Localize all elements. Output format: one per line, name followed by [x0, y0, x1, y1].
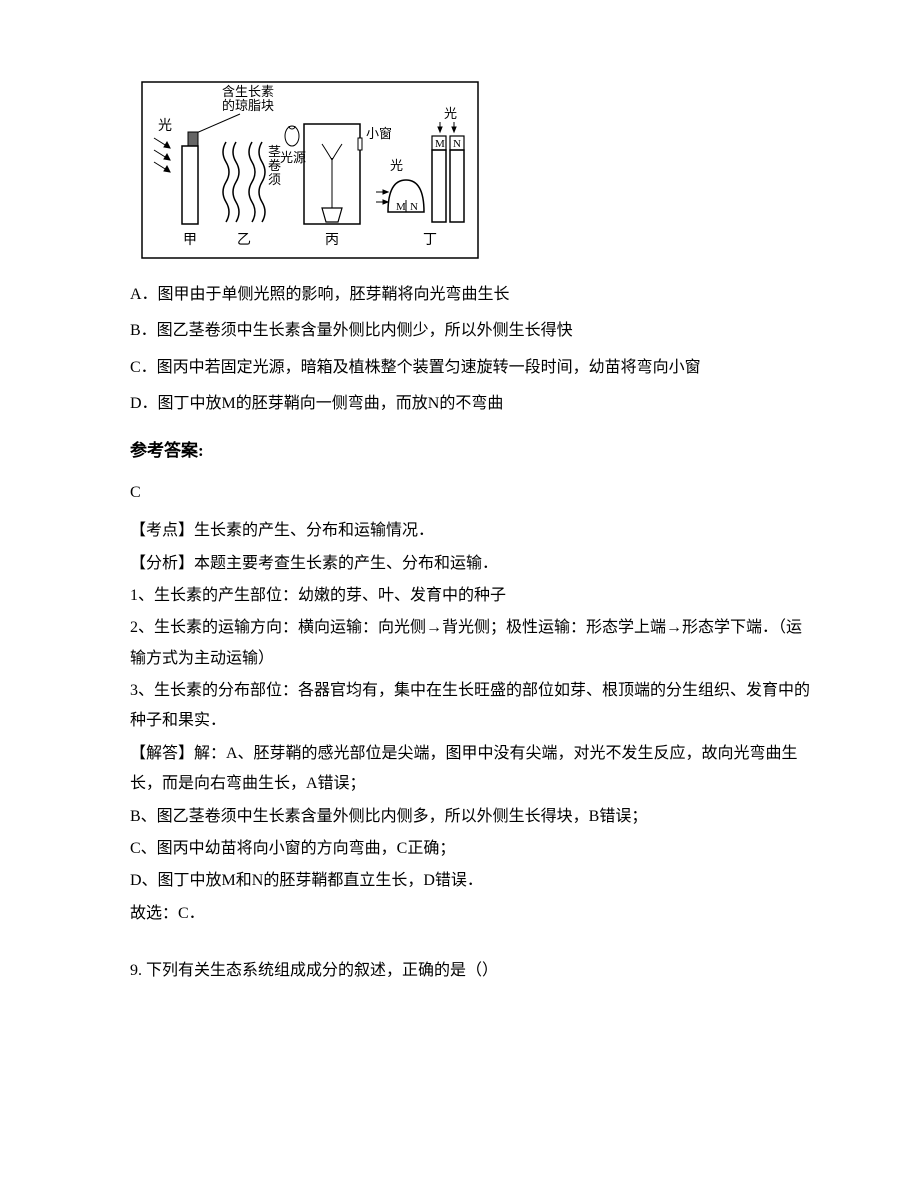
svg-text:M: M [435, 138, 445, 150]
svg-text:N: N [410, 201, 418, 213]
svg-text:光: 光 [158, 118, 172, 134]
question-9: 9. 下列有关生态系统组成成分的叙述，正确的是（） [130, 953, 810, 988]
option-c: C．图丙中若固定光源，暗箱及植株整个装置匀速旋转一段时间，幼苗将弯向小窗 [130, 353, 810, 383]
svg-text:光: 光 [444, 106, 457, 121]
svg-text:须: 须 [268, 172, 281, 187]
exp-kaodian: 【考点】生长素的产生、分布和运输情况． [130, 516, 810, 546]
answer-label: 参考答案: [130, 432, 810, 469]
option-a: A．图甲由于单侧光照的影响，胚芽鞘将向光弯曲生长 [130, 280, 810, 310]
answer-letter: C [130, 475, 810, 510]
svg-text:乙: 乙 [237, 232, 251, 248]
svg-text:M: M [396, 201, 406, 213]
exp-jieda-d: D、图丁中放M和N的胚芽鞘都直立生长，D错误． [130, 866, 810, 896]
exp-jieda-a: 【解答】解：A、胚芽鞘的感光部位是尖端，图甲中没有尖端，对光不发生反应，故向光弯… [130, 739, 810, 800]
svg-text:的琼脂块: 的琼脂块 [222, 98, 274, 113]
exp-p2: 2、生长素的运输方向：横向运输：向光侧→背光侧；极性运输：形态学上端→形态学下端… [130, 613, 810, 674]
svg-text:光: 光 [390, 158, 403, 173]
svg-text:丁: 丁 [423, 233, 437, 248]
experiment-diagram: 含生长素 的琼脂块 光 甲 茎 卷 须 乙 [140, 80, 810, 260]
exp-jieda-b: B、图乙茎卷须中生长素含量外侧比内侧多，所以外侧生长得块，B错误； [130, 802, 810, 832]
svg-text:丙: 丙 [325, 233, 339, 248]
exp-jieda-c: C、图丙中幼苗将向小窗的方向弯曲，C正确； [130, 834, 810, 864]
svg-text:甲: 甲 [183, 233, 197, 248]
exp-guxuan: 故选：C． [130, 899, 810, 929]
exp-p1: 1、生长素的产生部位：幼嫩的芽、叶、发育中的种子 [130, 581, 810, 611]
svg-text:光源: 光源 [280, 150, 306, 165]
option-b: B．图乙茎卷须中生长素含量外侧比内侧少，所以外侧生长得快 [130, 316, 810, 346]
svg-text:N: N [453, 138, 461, 150]
svg-text:含生长素: 含生长素 [222, 84, 274, 99]
option-d: D．图丁中放M的胚芽鞘向一侧弯曲，而放N的不弯曲 [130, 389, 810, 419]
exp-p3: 3、生长素的分布部位：各器官均有，集中在生长旺盛的部位如芽、根顶端的分生组织、发… [130, 676, 810, 737]
exp-fenxi: 【分析】本题主要考查生长素的产生、分布和运输． [130, 549, 810, 579]
svg-text:小窗: 小窗 [366, 126, 392, 141]
